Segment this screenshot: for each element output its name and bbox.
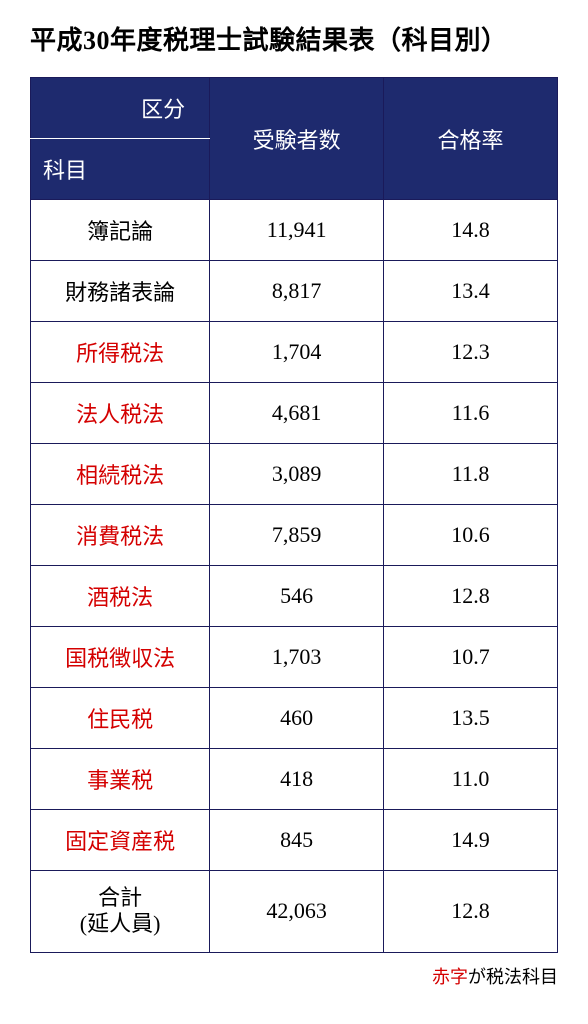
header-kamoku: 科目 — [31, 139, 210, 200]
cell-count: 7,859 — [210, 505, 384, 566]
cell-count: 8,817 — [210, 261, 384, 322]
cell-rate: 14.8 — [384, 200, 558, 261]
cell-rate: 10.6 — [384, 505, 558, 566]
cell-count: 418 — [210, 749, 384, 810]
cell-subject: 国税徴収法 — [31, 627, 210, 688]
cell-subject: 財務諸表論 — [31, 261, 210, 322]
footnote-red: 赤字 — [432, 967, 468, 987]
cell-count: 845 — [210, 810, 384, 871]
table-row: 相続税法3,08911.8 — [31, 444, 558, 505]
cell-rate: 13.4 — [384, 261, 558, 322]
table-row: 固定資産税84514.9 — [31, 810, 558, 871]
cell-count: 1,704 — [210, 322, 384, 383]
table-row-total: 合計(延人員)42,06312.8 — [31, 871, 558, 953]
cell-count: 4,681 — [210, 383, 384, 444]
cell-subject: 相続税法 — [31, 444, 210, 505]
cell-subject: 法人税法 — [31, 383, 210, 444]
cell-count: 546 — [210, 566, 384, 627]
cell-subject: 消費税法 — [31, 505, 210, 566]
table-row: 事業税41811.0 — [31, 749, 558, 810]
table-row: 法人税法4,68111.6 — [31, 383, 558, 444]
footnote-rest: が税法科目 — [468, 967, 558, 987]
cell-count: 460 — [210, 688, 384, 749]
cell-total-rate: 12.8 — [384, 871, 558, 953]
cell-total-label: 合計(延人員) — [31, 871, 210, 953]
table-row: 所得税法1,70412.3 — [31, 322, 558, 383]
cell-rate: 12.8 — [384, 566, 558, 627]
table-row: 住民税46013.5 — [31, 688, 558, 749]
cell-rate: 11.0 — [384, 749, 558, 810]
cell-subject: 酒税法 — [31, 566, 210, 627]
header-kubun: 区分 — [31, 78, 210, 139]
page-title: 平成30年度税理士試験結果表（科目別） — [30, 20, 558, 57]
cell-rate: 10.7 — [384, 627, 558, 688]
cell-subject: 簿記論 — [31, 200, 210, 261]
cell-rate: 11.8 — [384, 444, 558, 505]
footnote: 赤字が税法科目 — [30, 963, 558, 989]
header-count: 受験者数 — [210, 78, 384, 200]
cell-subject: 所得税法 — [31, 322, 210, 383]
cell-rate: 12.3 — [384, 322, 558, 383]
cell-subject: 住民税 — [31, 688, 210, 749]
cell-count: 3,089 — [210, 444, 384, 505]
header-rate: 合格率 — [384, 78, 558, 200]
table-body: 簿記論11,94114.8財務諸表論8,81713.4所得税法1,70412.3… — [31, 200, 558, 953]
cell-rate: 11.6 — [384, 383, 558, 444]
table-row: 国税徴収法1,70310.7 — [31, 627, 558, 688]
cell-total-count: 42,063 — [210, 871, 384, 953]
table-row: 財務諸表論8,81713.4 — [31, 261, 558, 322]
table-row: 酒税法54612.8 — [31, 566, 558, 627]
table-row: 消費税法7,85910.6 — [31, 505, 558, 566]
table-row: 簿記論11,94114.8 — [31, 200, 558, 261]
cell-rate: 14.9 — [384, 810, 558, 871]
cell-count: 11,941 — [210, 200, 384, 261]
cell-subject: 事業税 — [31, 749, 210, 810]
cell-count: 1,703 — [210, 627, 384, 688]
cell-subject: 固定資産税 — [31, 810, 210, 871]
results-table: 区分 受験者数 合格率 科目 簿記論11,94114.8財務諸表論8,81713… — [30, 77, 558, 953]
cell-rate: 13.5 — [384, 688, 558, 749]
